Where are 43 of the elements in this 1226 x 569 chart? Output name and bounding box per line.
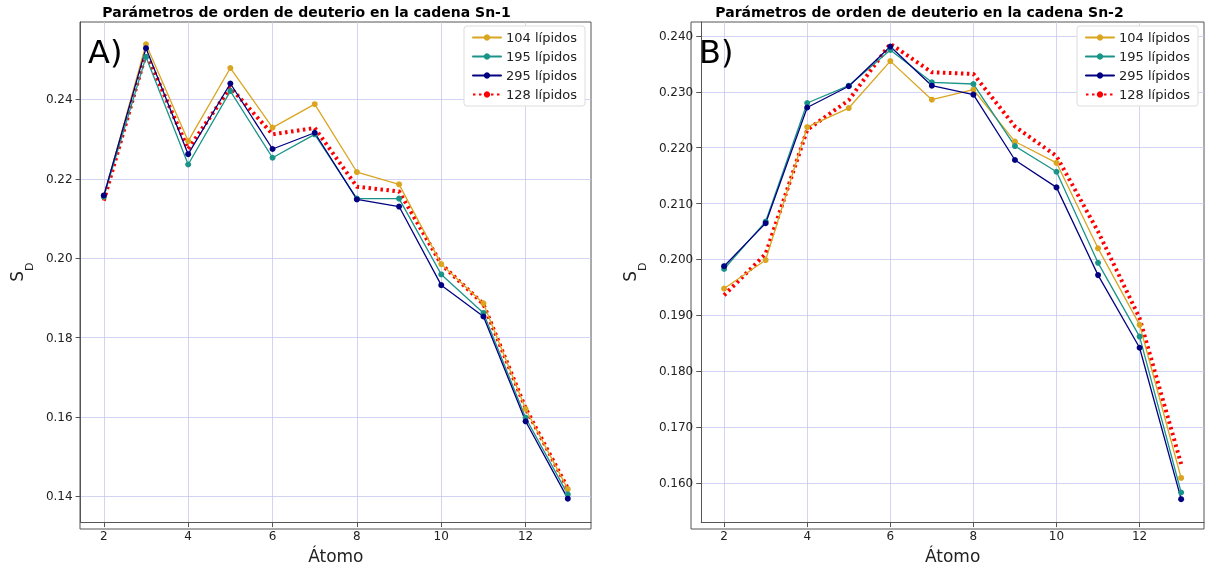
y-tick-label: 0.160 [658, 475, 694, 490]
x-tick-label: 8 [353, 529, 361, 544]
x-tick-label: 10 [1048, 529, 1065, 544]
chart-title: Parámetros de orden de deuterio en la cadena Sn-2 [715, 4, 1124, 20]
y-tick-label: 0.170 [658, 420, 694, 435]
x-axis-title: Átomo [924, 544, 981, 566]
y-tick-label: 0.18 [45, 330, 73, 345]
x-tick-label: 2 [100, 529, 108, 544]
x-tick-label: 12 [1131, 529, 1148, 544]
y-tick-label: 0.210 [658, 196, 694, 211]
y-tick-label: 0.24 [45, 92, 73, 107]
annotation: A) [88, 33, 123, 71]
chart-title: Parámetros de orden de deuterio en la cadena Sn-1 [102, 4, 511, 20]
y-tick-label: 0.14 [45, 489, 73, 504]
y-tick-label: 0.220 [658, 140, 694, 155]
y-tick-label: 0.20 [45, 251, 73, 266]
y-tick-label: 0.200 [658, 252, 694, 267]
legend-label: 195 lípidos [505, 49, 578, 64]
x-tick-label: 12 [517, 529, 534, 544]
x-tick-label: 4 [803, 529, 812, 544]
y-axis-title: SD [6, 262, 36, 282]
x-tick-label: 6 [268, 529, 277, 544]
x-tick-label: 6 [886, 529, 895, 544]
y-tick-label: 0.22 [45, 171, 73, 186]
x-tick-label: 4 [184, 529, 192, 544]
x-tick-label: 10 [433, 529, 449, 544]
legend-label: 104 lípidos [1118, 30, 1191, 45]
legend-label: 195 lípidos [1118, 49, 1191, 64]
y-tick-label: 0.230 [658, 84, 694, 99]
y-tick-label: 0.180 [658, 364, 694, 379]
annotation: B) [699, 33, 734, 71]
legend-label: 128 lípidos [505, 87, 578, 102]
x-tick-label: 8 [969, 529, 978, 544]
y-tick-label: 0.16 [45, 409, 73, 424]
legend-label: 104 lípidos [505, 30, 578, 45]
legend-label: 295 lípidos [505, 68, 578, 83]
legend-label: 128 lípidos [1118, 87, 1191, 102]
y-axis-title: SD [619, 262, 649, 282]
legend-label: 295 lípidos [1118, 68, 1191, 83]
y-tick-label: 0.240 [658, 28, 694, 43]
x-axis-title: Átomo [308, 544, 364, 566]
x-tick-label: 2 [720, 529, 728, 544]
y-tick-label: 0.190 [658, 308, 694, 323]
